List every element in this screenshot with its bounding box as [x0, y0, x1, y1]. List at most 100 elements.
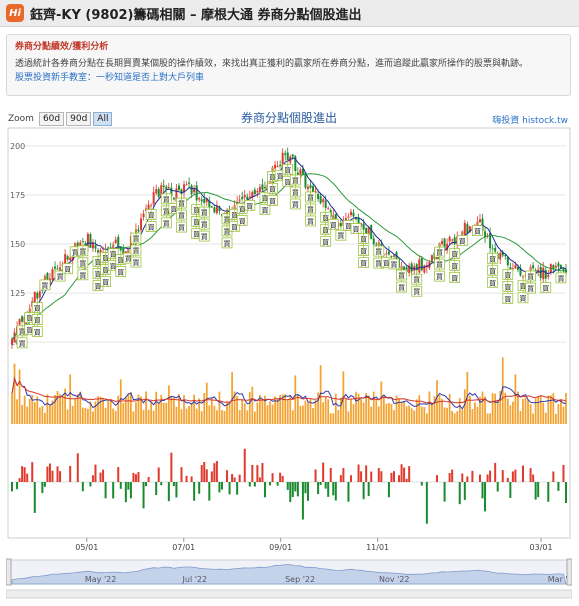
- candle-body: [193, 188, 196, 193]
- volume-bar: [269, 401, 271, 424]
- candle-body: [142, 213, 145, 218]
- histock-logo-icon[interactable]: Hi: [6, 4, 24, 22]
- candle-body: [519, 268, 522, 276]
- chart-title: 券商分點個股進出: [240, 111, 337, 125]
- sell-bar: [127, 482, 130, 490]
- buy-bar: [552, 471, 555, 482]
- volume-bar: [140, 396, 142, 424]
- buy-bar: [435, 475, 438, 482]
- sell-bar: [155, 482, 158, 495]
- buy-bar: [51, 470, 54, 482]
- volume-bar: [479, 396, 481, 424]
- volume-bar: [21, 404, 24, 424]
- volume-bar: [23, 395, 26, 424]
- volume-bar: [162, 402, 165, 424]
- broker-buy-marker-label: 買: [95, 282, 102, 290]
- tutorial-link[interactable]: 股票投資新手教室：一秒知道是否上對大戶列車: [15, 73, 205, 83]
- broker-buy-marker-box: [305, 215, 316, 227]
- volume-bar: [431, 403, 433, 424]
- sell-bar: [387, 482, 390, 498]
- volume-bar: [28, 398, 31, 424]
- volume-bar: [26, 406, 29, 424]
- candle-body: [420, 258, 423, 271]
- buy-bar: [258, 477, 261, 482]
- buy-bar: [514, 469, 517, 482]
- broker-buy-marker-box: [107, 260, 119, 272]
- volume-bar: [54, 394, 56, 424]
- zoom-90d-button[interactable]: 90d: [66, 112, 92, 126]
- buy-bar: [261, 463, 264, 482]
- broker-buy-marker-box: [236, 214, 248, 226]
- sell-bar: [443, 482, 446, 502]
- volume-bar: [233, 391, 236, 424]
- broker-buy-marker-label: 買: [489, 279, 496, 287]
- candle-body: [198, 198, 201, 200]
- volume-bar: [350, 398, 352, 424]
- sell-bar: [43, 482, 46, 487]
- broker-buy-marker-box: [160, 217, 172, 229]
- broker-buy-marker-label: 買: [261, 206, 268, 214]
- buy-bar: [238, 474, 241, 482]
- candle-body: [261, 184, 264, 190]
- candle-body: [213, 207, 216, 213]
- sell-bar: [129, 482, 132, 499]
- broker-buy-marker-label: 買: [79, 272, 86, 280]
- candle-body: [484, 231, 487, 238]
- sell-bar: [296, 482, 299, 497]
- broker-buy-marker-box: [289, 198, 301, 210]
- volume-bar: [557, 404, 560, 424]
- candle-body: [167, 186, 170, 188]
- volume-bar: [36, 396, 39, 424]
- broker-buy-marker-label: 買: [519, 295, 526, 303]
- broker-buy-marker-box: [396, 281, 407, 293]
- candle-body: [79, 242, 82, 247]
- broker-buy-marker-label: 買: [527, 285, 534, 293]
- broker-buy-marker-label: 買: [307, 218, 314, 226]
- broker-buy-marker-label: 買: [246, 202, 253, 210]
- zoom-60d-button[interactable]: 60d: [38, 112, 65, 126]
- stock-chart[interactable]: 200175150125100 買買買買買買買買買買買買買買買買買買買買買買買買…: [5, 102, 573, 602]
- volume-bar: [486, 413, 489, 424]
- candle-body: [559, 265, 562, 269]
- sell-bar: [236, 482, 239, 495]
- volume-bar: [221, 410, 223, 424]
- volume-bar: [112, 408, 115, 424]
- volume-bar: [365, 393, 368, 424]
- y-tick-label: 125: [10, 289, 25, 298]
- broker-buy-marker-label: 買: [239, 217, 246, 225]
- broker-buy-marker-label: 買: [19, 340, 26, 348]
- volume-bar: [150, 401, 153, 424]
- buy-bar: [486, 474, 489, 482]
- sell-bar: [81, 482, 84, 492]
- chart-credit[interactable]: 嗨投資 histock.tw: [492, 116, 568, 126]
- volume-bar: [339, 397, 342, 424]
- sell-bar: [425, 482, 428, 524]
- broker-buy-marker-box: [168, 203, 180, 214]
- volume-bar: [173, 397, 175, 424]
- broker-buy-marker-box: [54, 270, 66, 282]
- buy-bar: [94, 464, 97, 482]
- sell-bar: [324, 482, 327, 489]
- broker-buy-marker-label: 買: [148, 223, 155, 231]
- buy-bar: [403, 467, 406, 482]
- sell-bar: [306, 482, 309, 501]
- broker-buy-marker-box: [244, 199, 256, 211]
- volume-bar: [61, 395, 64, 424]
- buy-bar: [451, 469, 454, 482]
- broker-buy-marker-box: [31, 326, 43, 337]
- buy-bar: [213, 463, 216, 482]
- broker-buy-marker-box: [327, 218, 339, 230]
- buy-bar: [48, 463, 51, 482]
- sell-bar: [16, 482, 19, 490]
- candle-body: [274, 164, 277, 169]
- volume-bar: [552, 393, 555, 424]
- volume-bar: [13, 363, 16, 424]
- zoom-all-button[interactable]: All: [93, 112, 113, 126]
- volume-bar: [441, 398, 443, 424]
- sell-bar: [198, 482, 201, 494]
- volume-bar: [451, 410, 454, 424]
- broker-buy-marker-label: 買: [542, 285, 549, 293]
- volume-bar: [228, 401, 231, 424]
- broker-buy-marker-label: 買: [193, 230, 200, 238]
- candle-body: [322, 199, 325, 202]
